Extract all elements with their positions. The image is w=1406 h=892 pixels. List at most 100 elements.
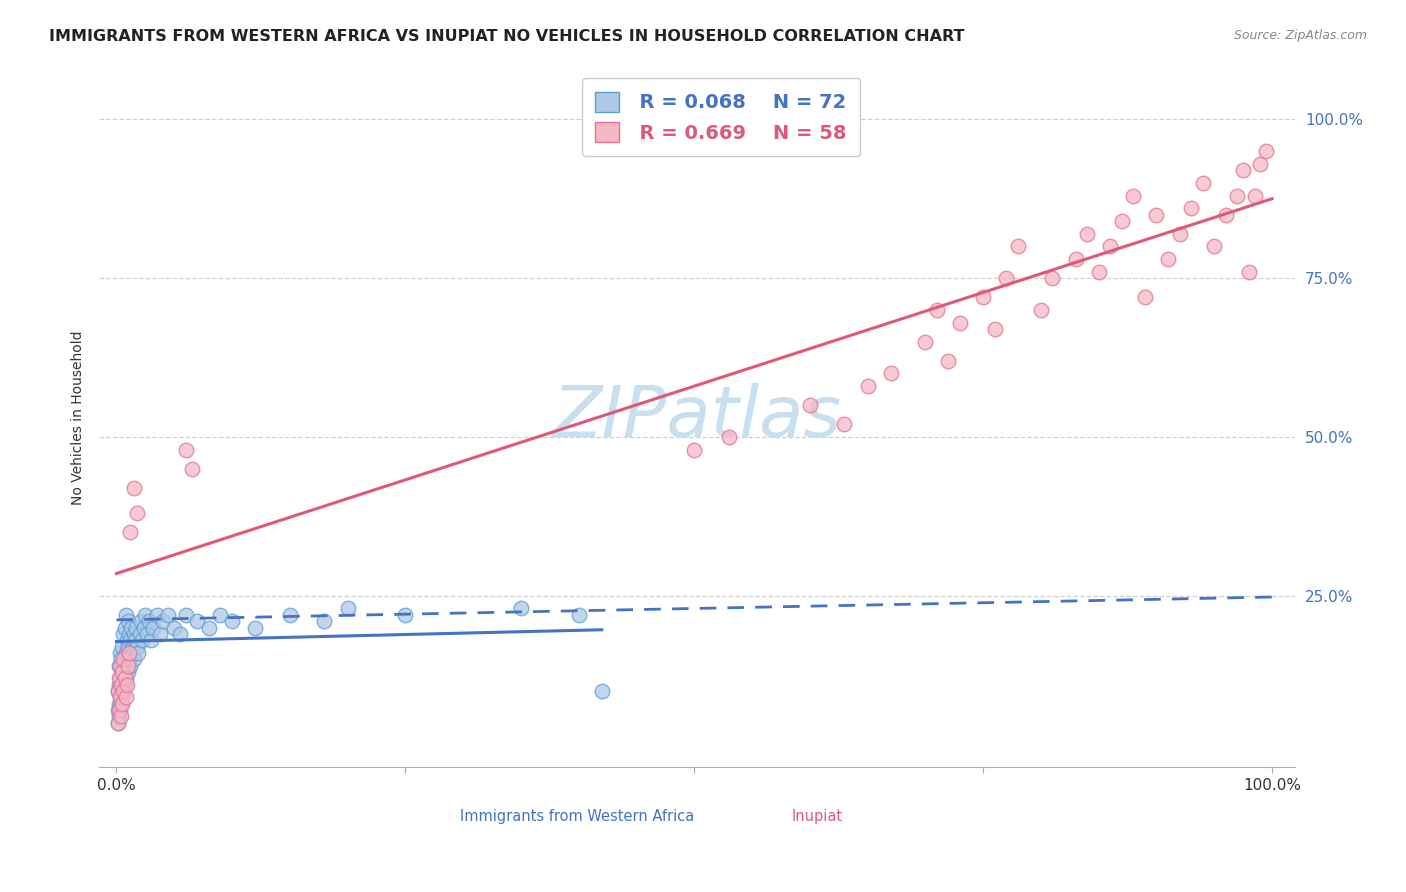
Point (1099, 239, 1122, 253)
Point (880, 367, 903, 381)
Point (914, 334, 936, 349)
Point (1191, 176, 1213, 190)
Point (118, 652, 141, 666)
Point (146, 607, 169, 622)
Point (336, 601, 359, 615)
Legend:   R = 0.068    N = 72,   R = 0.669    N = 58: R = 0.068 N = 72, R = 0.669 N = 58 (582, 78, 860, 156)
Point (114, 671, 136, 685)
Point (717, 430, 740, 444)
Point (1064, 252, 1087, 266)
Point (1042, 271, 1064, 285)
Point (1133, 290, 1156, 304)
Point (115, 678, 138, 692)
Point (198, 620, 221, 634)
Point (122, 652, 145, 666)
Point (799, 398, 821, 412)
Text: Immigrants from Western Africa: Immigrants from Western Africa (460, 809, 695, 824)
Point (117, 614, 139, 628)
Point (1029, 302, 1052, 317)
Point (114, 671, 136, 685)
Point (128, 627, 150, 641)
Point (125, 620, 148, 634)
Point (112, 652, 135, 666)
Point (112, 684, 135, 698)
Point (1232, 163, 1254, 178)
Point (107, 709, 129, 723)
Point (209, 607, 232, 622)
Point (180, 461, 202, 475)
Text: ZIPatlas: ZIPatlas (553, 384, 842, 452)
Point (107, 658, 129, 673)
Point (1007, 239, 1029, 253)
Point (121, 620, 143, 634)
Point (107, 678, 129, 692)
Point (107, 684, 129, 698)
Point (107, 697, 129, 711)
Point (134, 620, 156, 634)
Point (1243, 188, 1265, 202)
Point (1076, 227, 1098, 241)
Point (114, 620, 136, 634)
Point (278, 607, 301, 622)
Point (139, 633, 162, 648)
Point (122, 627, 145, 641)
Point (117, 665, 139, 679)
Point (114, 646, 136, 660)
Point (938, 353, 960, 368)
Point (115, 633, 138, 648)
Point (107, 671, 129, 685)
Point (114, 652, 136, 666)
Point (1226, 188, 1249, 202)
Point (243, 620, 266, 634)
Point (174, 442, 197, 457)
Point (127, 640, 149, 654)
Point (110, 709, 132, 723)
Point (121, 646, 143, 660)
Y-axis label: No Vehicles in Household: No Vehicles in Household (72, 331, 86, 505)
Text: Inupiat: Inupiat (792, 809, 842, 824)
Point (111, 665, 134, 679)
Point (120, 525, 142, 540)
Point (157, 607, 180, 622)
Point (683, 442, 706, 457)
Point (949, 316, 972, 330)
Point (110, 697, 132, 711)
Point (114, 607, 136, 622)
Point (108, 690, 131, 705)
Point (120, 633, 142, 648)
Point (1204, 239, 1226, 253)
Point (1168, 227, 1191, 241)
Point (107, 715, 129, 730)
Point (122, 481, 145, 495)
Point (129, 614, 152, 628)
Point (131, 633, 153, 648)
Point (834, 417, 856, 432)
Point (107, 715, 129, 730)
Text: Source: ZipAtlas.com: Source: ZipAtlas.com (1233, 29, 1367, 42)
Point (314, 614, 336, 628)
Point (135, 627, 157, 641)
Point (118, 627, 141, 641)
Point (169, 627, 191, 641)
Point (152, 614, 174, 628)
Point (108, 671, 131, 685)
Point (111, 640, 134, 654)
Point (983, 322, 1005, 336)
Point (121, 640, 143, 654)
Point (1256, 144, 1278, 158)
Point (509, 601, 531, 615)
Point (1157, 252, 1180, 266)
Point (112, 658, 135, 673)
Point (925, 302, 948, 317)
Point (127, 506, 149, 520)
Point (107, 703, 129, 717)
Point (114, 678, 136, 692)
Point (111, 665, 134, 679)
Point (107, 684, 129, 698)
Point (124, 633, 146, 648)
Point (108, 646, 131, 660)
Point (591, 684, 613, 698)
Point (186, 614, 208, 628)
Point (112, 684, 135, 698)
Text: IMMIGRANTS FROM WESTERN AFRICA VS INUPIAT NO VEHICLES IN HOUSEHOLD CORRELATION C: IMMIGRANTS FROM WESTERN AFRICA VS INUPIA… (49, 29, 965, 44)
